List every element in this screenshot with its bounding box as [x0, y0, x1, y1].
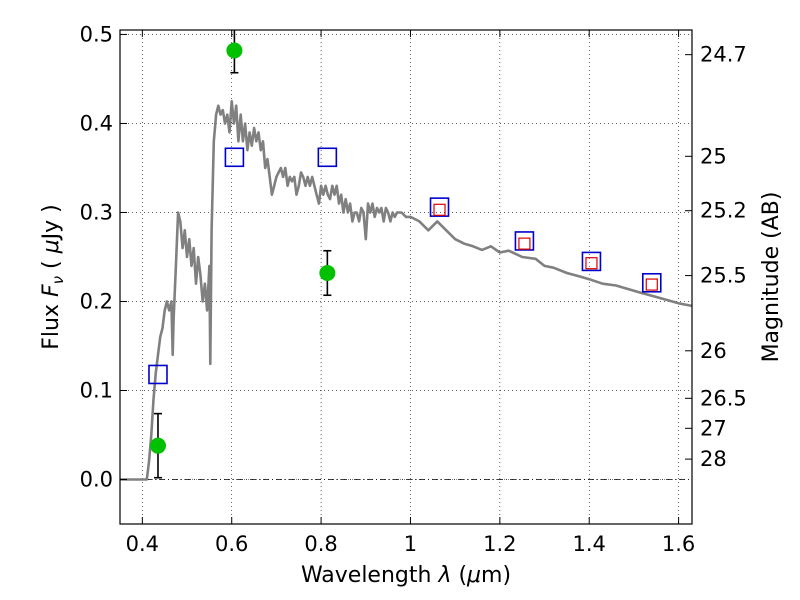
x-axis-label: Wavelength λ (μm) [301, 563, 511, 588]
x-axis-ticks: 0.4 0.6 0.8 1 1.2 1.4 1.6 [126, 30, 695, 556]
y-tick-label: 0.5 [80, 22, 113, 46]
photometry-markers [148, 30, 662, 479]
model-photometry-square [148, 364, 168, 385]
upper-limit-square [518, 237, 531, 250]
x-tick-label: 0.6 [215, 532, 248, 556]
upper-limit-square [645, 278, 658, 291]
x-tick-label: 0.4 [126, 532, 159, 556]
magnitude-tick-label: 27 [700, 416, 727, 440]
observed-flux-point [319, 264, 336, 281]
x-tick-label: 1.4 [573, 532, 606, 556]
grid-lines [120, 30, 692, 524]
y-tick-label: 0.4 [80, 111, 113, 135]
model-photometry-square [224, 147, 245, 168]
magnitude-tick-label: 25.5 [700, 264, 747, 288]
upper-limit-square [585, 257, 598, 270]
y-tick-label: 0.0 [80, 467, 113, 491]
observed-flux-point [149, 437, 166, 454]
magnitude-tick-label: 26 [700, 339, 727, 363]
magnitude-tick-label: 25 [700, 144, 727, 168]
y-tick-label: 0.2 [80, 289, 113, 313]
model-photometry-square [317, 147, 338, 168]
model-sed-line [120, 99, 692, 481]
x-tick-label: 1.6 [662, 532, 695, 556]
magnitude-axis-ticks: 24.7 25 25.2 25.5 26 26.5 27 28 [685, 43, 747, 471]
plot-frame [119, 29, 693, 525]
magnitude-tick-label: 26.5 [700, 386, 747, 410]
model-photometry-square [641, 272, 662, 293]
observed-flux-point [226, 42, 243, 59]
magnitude-tick-label: 28 [700, 447, 727, 471]
x-tick-label: 1 [404, 532, 417, 556]
y-tick-label: 0.1 [80, 378, 113, 402]
model-photometry-square [514, 231, 535, 251]
y-tick-label: 0.3 [80, 200, 113, 224]
x-tick-label: 1.2 [483, 532, 516, 556]
x-tick-label: 0.8 [304, 532, 337, 556]
model-photometry-square [581, 251, 602, 272]
upper-limit-square [433, 203, 446, 216]
y-axis-label: Flux Fν ( μJy ) [39, 204, 67, 349]
model-photometry-square [429, 197, 450, 217]
magnitude-tick-label: 24.7 [700, 43, 747, 67]
magnitude-axis-label: Magnitude (AB) [759, 192, 784, 363]
magnitude-tick-label: 25.2 [700, 199, 747, 223]
y-axis-ticks: 0.0 0.1 0.2 0.3 0.4 0.5 [80, 22, 127, 491]
